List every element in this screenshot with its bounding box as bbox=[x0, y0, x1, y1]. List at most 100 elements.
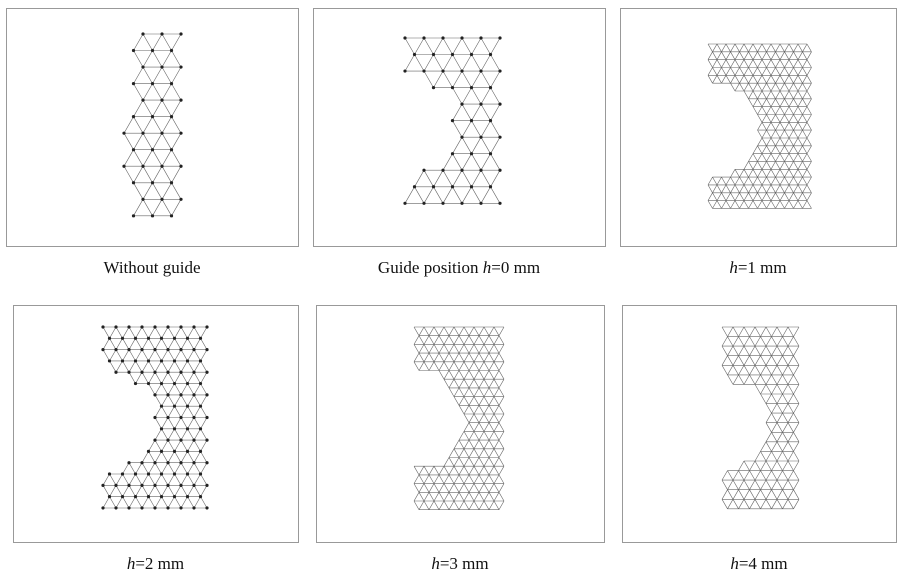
mesh-node bbox=[173, 337, 176, 340]
mesh-node bbox=[160, 32, 163, 35]
mesh-node bbox=[179, 371, 182, 374]
mesh-node bbox=[108, 359, 111, 362]
mesh-node bbox=[498, 103, 501, 106]
mesh-node bbox=[140, 348, 143, 351]
figure: Without guideGuide position h=0 mmh=1 mm… bbox=[0, 0, 900, 574]
mesh-node bbox=[422, 169, 425, 172]
caption: Without guide bbox=[2, 258, 302, 278]
panel-frame bbox=[7, 9, 299, 247]
mesh-node bbox=[147, 337, 150, 340]
caption-part: Without guide bbox=[103, 258, 200, 277]
caption-part: h bbox=[730, 554, 739, 573]
mesh-node bbox=[179, 461, 182, 464]
mesh-node bbox=[422, 69, 425, 72]
mesh-node bbox=[413, 53, 416, 56]
caption-part: =4 mm bbox=[739, 554, 788, 573]
mesh-node bbox=[186, 427, 189, 430]
mesh-node bbox=[108, 472, 111, 475]
mesh-node bbox=[108, 337, 111, 340]
mesh-node bbox=[403, 69, 406, 72]
mesh-node bbox=[170, 82, 173, 85]
mesh-node bbox=[192, 416, 195, 419]
mesh-node bbox=[179, 165, 182, 168]
mesh-node bbox=[403, 202, 406, 205]
mesh-node bbox=[170, 181, 173, 184]
mesh-node bbox=[101, 506, 104, 509]
mesh-node bbox=[141, 32, 144, 35]
mesh-node bbox=[179, 416, 182, 419]
mesh-node bbox=[121, 472, 124, 475]
mesh-node bbox=[170, 214, 173, 217]
mesh-node bbox=[147, 359, 150, 362]
mesh-node bbox=[205, 416, 208, 419]
mesh-node bbox=[147, 382, 150, 385]
mesh-node bbox=[451, 185, 454, 188]
mesh-node bbox=[179, 32, 182, 35]
mesh-node bbox=[114, 325, 117, 328]
mesh-node bbox=[403, 36, 406, 39]
mesh-node bbox=[166, 439, 169, 442]
mesh-node bbox=[166, 484, 169, 487]
mesh-node bbox=[160, 427, 163, 430]
mesh-node bbox=[186, 359, 189, 362]
mesh-node bbox=[498, 69, 501, 72]
mesh-node bbox=[422, 202, 425, 205]
mesh-node bbox=[127, 484, 130, 487]
mesh-node bbox=[153, 416, 156, 419]
caption-part: h bbox=[483, 258, 492, 277]
mesh-node bbox=[134, 359, 137, 362]
mesh-node bbox=[451, 86, 454, 89]
mesh-node bbox=[186, 450, 189, 453]
mesh-node bbox=[192, 461, 195, 464]
mesh-node bbox=[141, 132, 144, 135]
mesh-node bbox=[132, 214, 135, 217]
mesh-node bbox=[441, 36, 444, 39]
mesh-node bbox=[489, 185, 492, 188]
mesh-node bbox=[160, 337, 163, 340]
caption: h=2 mm bbox=[6, 554, 306, 574]
figure-drawing bbox=[0, 0, 900, 574]
mesh-node bbox=[460, 36, 463, 39]
mesh-node bbox=[460, 69, 463, 72]
mesh-node bbox=[470, 86, 473, 89]
mesh-node bbox=[489, 152, 492, 155]
mesh-node bbox=[173, 427, 176, 430]
mesh-node bbox=[479, 69, 482, 72]
mesh-node bbox=[121, 495, 124, 498]
mesh-node bbox=[186, 405, 189, 408]
mesh-node bbox=[108, 495, 111, 498]
mesh-node bbox=[451, 119, 454, 122]
mesh-node bbox=[147, 450, 150, 453]
mesh-node bbox=[121, 359, 124, 362]
mesh-node bbox=[173, 359, 176, 362]
caption: h=1 mm bbox=[608, 258, 900, 278]
mesh-node bbox=[199, 450, 202, 453]
mesh-node bbox=[141, 198, 144, 201]
mesh-node bbox=[166, 393, 169, 396]
mesh-node bbox=[179, 393, 182, 396]
mesh-node bbox=[489, 119, 492, 122]
mesh-node bbox=[470, 152, 473, 155]
mesh-node bbox=[122, 132, 125, 135]
mesh-node bbox=[498, 36, 501, 39]
mesh-node bbox=[134, 382, 137, 385]
mesh-node bbox=[127, 461, 130, 464]
mesh-node bbox=[192, 348, 195, 351]
mesh-node bbox=[451, 152, 454, 155]
mesh-node bbox=[166, 416, 169, 419]
mesh-node bbox=[170, 148, 173, 151]
mesh-node bbox=[422, 36, 425, 39]
mesh-node bbox=[205, 484, 208, 487]
mesh-node bbox=[432, 53, 435, 56]
mesh-node bbox=[179, 484, 182, 487]
mesh-node bbox=[166, 461, 169, 464]
mesh-node bbox=[441, 69, 444, 72]
mesh-node bbox=[173, 495, 176, 498]
mesh-node bbox=[179, 198, 182, 201]
mesh-node bbox=[186, 337, 189, 340]
mesh-node bbox=[441, 202, 444, 205]
mesh-node bbox=[199, 382, 202, 385]
mesh-node bbox=[498, 169, 501, 172]
caption-part: h bbox=[431, 554, 440, 573]
mesh-node bbox=[186, 495, 189, 498]
